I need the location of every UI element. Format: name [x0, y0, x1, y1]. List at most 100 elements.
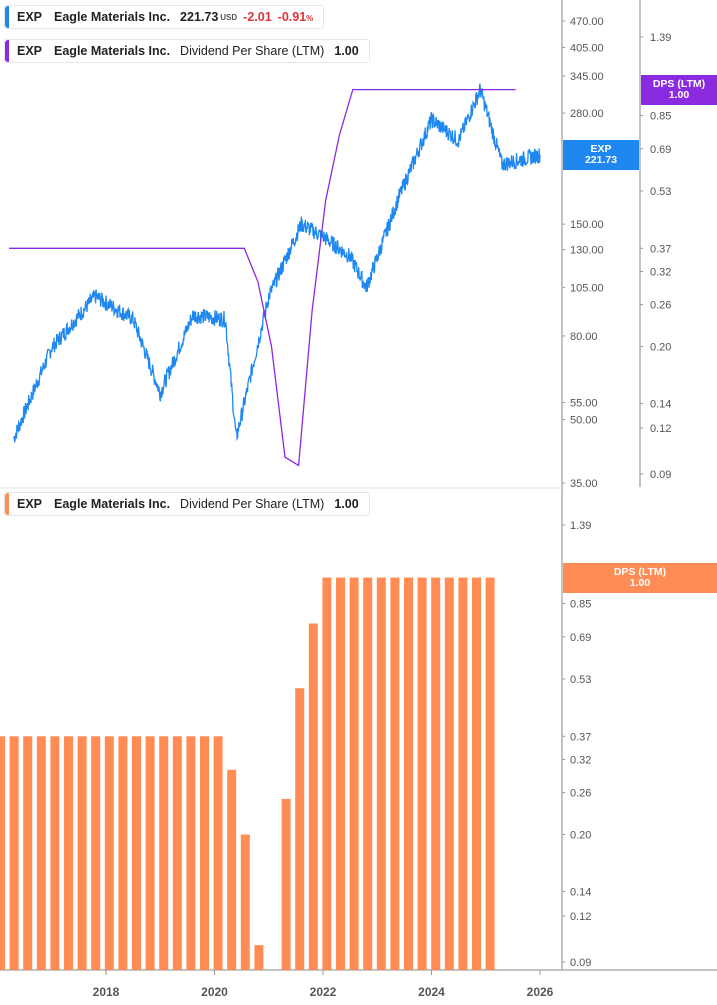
dps-axis-ticks: 1.39 0.85 0.69 0.53 0.37 0.32 0.26 0.20 0.14 0.12… — [640, 32, 671, 481]
dps-value-tag-top: DPS (LTM) 1.00 — [641, 75, 717, 105]
dps-bars[interactable] — [0, 577, 495, 970]
legend-metric-value: 1.00 — [334, 44, 359, 58]
dps-bar[interactable] — [64, 736, 73, 970]
price-value-tag: EXP 221.73 — [563, 140, 639, 170]
dps-bar[interactable] — [431, 577, 441, 970]
dps-value-tag-bottom: DPS (LTM) 1.00 — [563, 563, 717, 593]
dps-tag-label: DPS (LTM) — [613, 566, 667, 578]
price-tick-label: 280.00 — [570, 108, 604, 120]
dps-bar[interactable] — [295, 688, 305, 970]
bar-dps-tick-label: 0.53 — [570, 674, 591, 686]
price-tag-ticker: EXP — [590, 143, 612, 155]
dps-tick-label: 0.20 — [650, 342, 671, 354]
dps-bar[interactable] — [254, 945, 264, 970]
dps-bar[interactable] — [23, 736, 33, 970]
legend-dps-top[interactable]: EXP Eagle Materials Inc. Dividend Per Sh… — [4, 39, 370, 63]
dps-bar[interactable] — [458, 577, 468, 970]
x-tick-label: 2020 — [201, 985, 228, 999]
dps-bar[interactable] — [9, 736, 19, 970]
dps-bar[interactable] — [213, 736, 223, 970]
dps-tick-label: 0.32 — [650, 266, 671, 278]
bar-dps-tick-label: 0.85 — [570, 599, 591, 611]
price-line[interactable] — [13, 83, 541, 443]
price-tick-label: 150.00 — [570, 219, 604, 231]
dps-bar[interactable] — [349, 577, 359, 970]
bar-dps-tick-label: 0.12 — [570, 911, 591, 923]
bar-dps-tick-label: 0.69 — [570, 632, 591, 644]
dps-tick-label: 0.09 — [650, 469, 671, 481]
dps-bar[interactable] — [0, 736, 5, 970]
dps-bar[interactable] — [322, 577, 332, 970]
dps-tag-value: 1.00 — [668, 89, 690, 101]
dps-bar[interactable] — [77, 736, 87, 970]
dps-bar[interactable] — [404, 577, 413, 970]
price-tick-label: 80.00 — [570, 331, 598, 343]
price-tick-label: 470.00 — [570, 16, 604, 28]
bar-dps-tick-label: 1.39 — [570, 520, 591, 532]
price-tick-label: 345.00 — [570, 71, 604, 83]
legend-bar-color — [5, 493, 9, 515]
x-axis-labels: 2018 2020 2022 2024 2026 — [93, 970, 554, 999]
price-tick-label: 35.00 — [570, 478, 598, 490]
dps-tag-label: DPS (LTM) — [652, 78, 706, 90]
legend-ticker: EXP — [17, 44, 43, 58]
dps-bar[interactable] — [376, 577, 386, 970]
price-tick-label: 50.00 — [570, 415, 598, 427]
dps-bar[interactable] — [104, 736, 114, 970]
bar-dps-tick-label: 0.26 — [570, 788, 591, 800]
price-dps-chart[interactable]: 470.00 405.00 345.00 280.00 150.00 130.00 105.… — [0, 0, 717, 490]
legend-dps-color — [5, 40, 9, 62]
x-tick-label: 2026 — [527, 985, 554, 999]
legend-currency: USD — [220, 12, 238, 22]
dps-bar[interactable] — [336, 577, 345, 970]
dps-bar[interactable] — [145, 736, 155, 970]
legend-ticker: EXP — [17, 497, 43, 511]
dps-bar[interactable] — [417, 577, 427, 970]
dps-bar[interactable] — [444, 577, 454, 970]
dps-tick-label: 0.37 — [650, 243, 671, 255]
dps-tag-value: 1.00 — [629, 577, 651, 589]
dps-bar[interactable] — [485, 577, 495, 970]
legend-change: -2.01 — [243, 10, 272, 24]
legend-change-pct: -0.91% — [278, 10, 314, 24]
dps-bar[interactable] — [159, 736, 169, 970]
price-tick-label: 130.00 — [570, 245, 604, 257]
dps-bar[interactable] — [36, 736, 46, 970]
dps-tick-label: 0.69 — [650, 144, 671, 156]
dps-tick-label: 0.26 — [650, 300, 671, 312]
legend-company-name: Eagle Materials Inc. — [54, 44, 171, 58]
dps-bar[interactable] — [172, 736, 182, 970]
legend-metric: Dividend Per Share (LTM) — [180, 497, 325, 511]
bar-dps-tick-label: 0.14 — [570, 886, 591, 898]
dps-bar[interactable] — [281, 798, 291, 970]
dps-bar[interactable] — [200, 736, 209, 970]
dps-tick-label: 0.12 — [650, 423, 671, 435]
dps-bar[interactable] — [186, 736, 196, 970]
legend-change-pct-value: -0.91 — [277, 10, 307, 24]
dps-line[interactable] — [9, 88, 516, 467]
legend-metric-value: 1.00 — [334, 497, 359, 511]
dps-bar[interactable] — [227, 769, 237, 970]
legend-price-color — [5, 6, 9, 28]
price-tick-label: 105.00 — [570, 283, 604, 295]
legend-company-name: Eagle Materials Inc. — [54, 497, 171, 511]
dps-bar[interactable] — [91, 736, 101, 970]
x-tick-label: 2018 — [93, 985, 120, 999]
x-tick-label: 2024 — [418, 985, 445, 999]
dps-bar[interactable] — [308, 623, 318, 970]
bar-dps-tick-label: 0.09 — [570, 957, 591, 969]
legend-dps-bottom[interactable]: EXP Eagle Materials Inc. Dividend Per Sh… — [4, 492, 370, 516]
dps-bar[interactable] — [118, 736, 128, 970]
dps-bar[interactable] — [50, 736, 60, 970]
dps-tick-label: 1.39 — [650, 32, 671, 44]
dps-bar[interactable] — [363, 577, 373, 970]
dps-tick-label: 0.14 — [650, 398, 671, 410]
legend-price-value: 221.73 — [180, 10, 219, 24]
legend-company-name: Eagle Materials Inc. — [54, 10, 171, 24]
dps-bar[interactable] — [390, 577, 400, 970]
dps-bar[interactable] — [132, 736, 141, 970]
legend-price[interactable]: EXP Eagle Materials Inc. 221.73 USD -2.0… — [4, 5, 325, 29]
legend-metric: Dividend Per Share (LTM) — [180, 44, 325, 58]
dps-bar[interactable] — [472, 577, 481, 970]
dps-bar[interactable] — [240, 834, 250, 970]
